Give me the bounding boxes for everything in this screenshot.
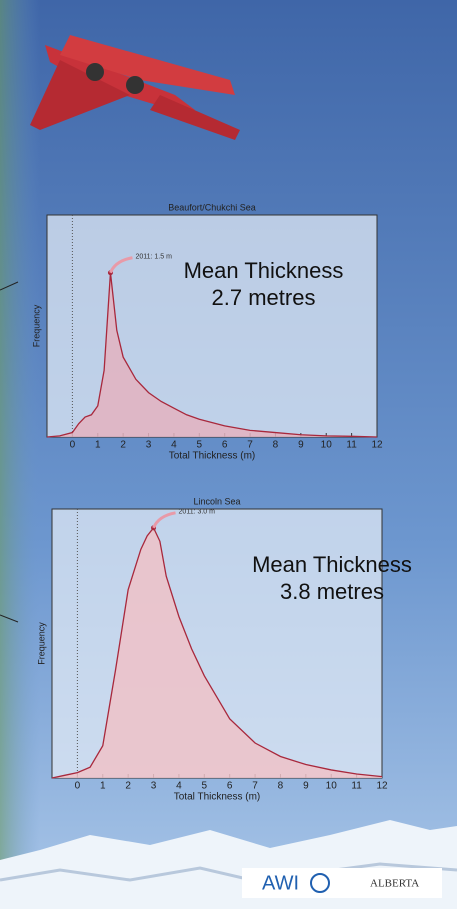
x-tick-label: 3	[151, 781, 157, 792]
highlight-label: 2011: 1.5 m	[135, 254, 172, 261]
x-tick-label: 4	[176, 781, 182, 792]
chart-title: Lincoln Sea	[193, 496, 240, 506]
x-tick-label: 3	[146, 440, 152, 451]
poster: Beaufort/Chukchi Sea Frequency Total Thick…	[0, 0, 457, 909]
x-tick-label: 12	[376, 781, 388, 792]
x-tick-label: 10	[326, 781, 338, 792]
x-tick-label: 2	[120, 440, 126, 451]
x-tick-label: 11	[351, 781, 362, 792]
x-tick-label: 5	[197, 440, 203, 451]
note: 3.8 metres	[280, 579, 384, 604]
x-tick-label: 7	[252, 781, 258, 792]
x-tick-label: 2	[125, 781, 131, 792]
note: 2.7 metres	[212, 285, 316, 310]
highlight-label: 2011: 3.0 m	[179, 509, 216, 516]
x-tick-label: 12	[371, 440, 383, 451]
map-strip	[0, 0, 40, 909]
note: Mean Thickness	[184, 258, 344, 283]
logo-text: ALBERTA	[370, 878, 419, 890]
y-axis-label: Frequency	[36, 622, 46, 665]
x-tick-label: 4	[171, 440, 177, 451]
logo-text: AWI	[262, 872, 299, 894]
chart-title: Beaufort/Chukchi Sea	[168, 202, 256, 212]
y-axis-label: Frequency	[31, 304, 41, 347]
x-tick-label: 0	[70, 440, 76, 451]
x-tick-label: 0	[75, 781, 81, 792]
x-tick-label: 10	[321, 440, 333, 451]
note: Mean Thickness	[252, 552, 412, 577]
x-tick-label: 11	[346, 440, 357, 451]
x-tick-label: 6	[222, 440, 228, 451]
x-tick-label: 9	[298, 440, 304, 451]
x-tick-label: 8	[278, 781, 284, 792]
x-tick-label: 5	[202, 781, 208, 792]
x-tick-label: 8	[273, 440, 279, 451]
plot-area	[47, 215, 377, 437]
x-tick-label: 7	[247, 440, 253, 451]
x-axis-label: Total Thickness (m)	[174, 792, 261, 803]
x-tick-label: 9	[303, 781, 309, 792]
x-tick-label: 1	[100, 781, 106, 792]
x-axis-label: Total Thickness (m)	[169, 451, 256, 462]
x-tick-label: 1	[95, 440, 101, 451]
x-tick-label: 6	[227, 781, 233, 792]
